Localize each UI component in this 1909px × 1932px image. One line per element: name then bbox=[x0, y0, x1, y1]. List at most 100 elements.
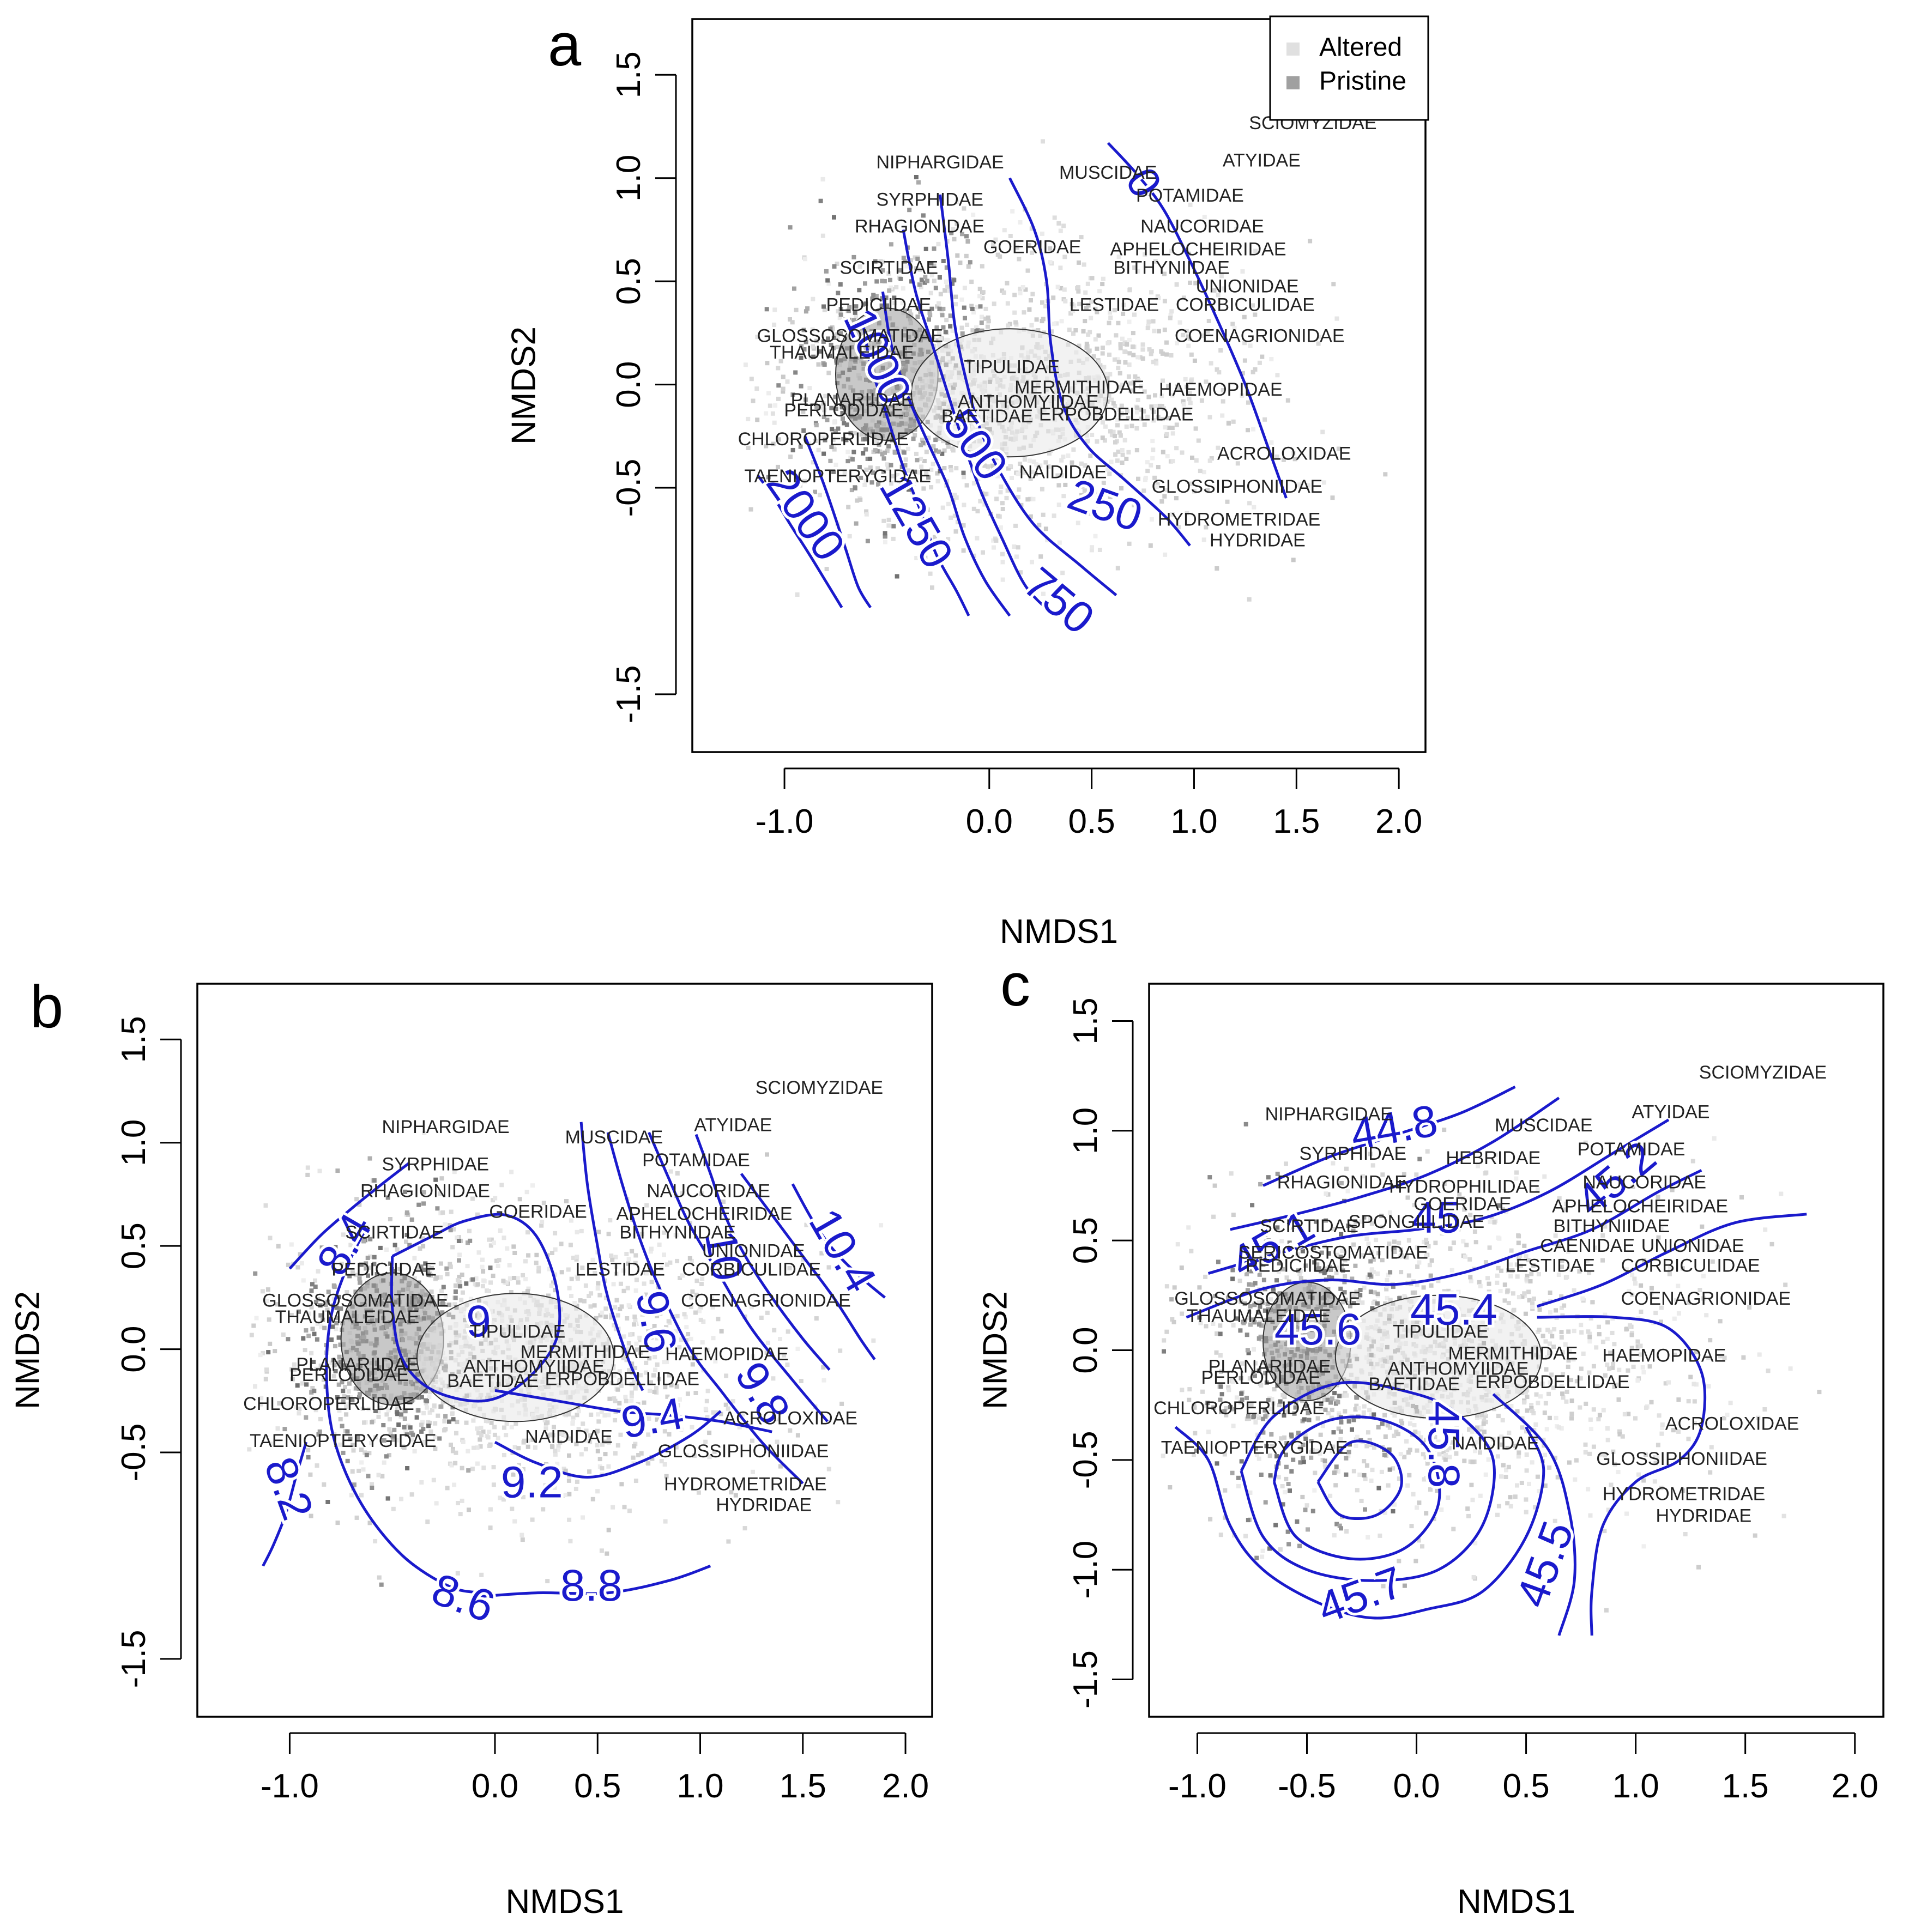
pristine-site-point bbox=[339, 1306, 343, 1311]
altered-site-point bbox=[1116, 407, 1121, 412]
altered-site-point bbox=[1489, 1215, 1494, 1220]
altered-site-point bbox=[433, 1446, 438, 1451]
altered-site-point bbox=[909, 258, 913, 263]
altered-site-point bbox=[504, 1280, 509, 1285]
altered-site-point bbox=[1564, 1399, 1569, 1404]
y-tick-label: 1.5 bbox=[115, 1016, 153, 1063]
altered-site-point bbox=[569, 1218, 573, 1223]
altered-site-point bbox=[650, 1328, 655, 1333]
altered-site-point bbox=[1563, 1201, 1568, 1206]
altered-site-point bbox=[653, 1367, 657, 1372]
altered-site-point bbox=[502, 1235, 506, 1240]
altered-site-point bbox=[460, 1290, 465, 1295]
altered-site-point bbox=[1141, 488, 1146, 493]
altered-site-point bbox=[1531, 1411, 1536, 1415]
altered-site-point bbox=[1136, 378, 1141, 383]
altered-site-point bbox=[269, 1442, 274, 1446]
altered-site-point bbox=[1435, 1447, 1440, 1452]
pristine-site-point bbox=[874, 294, 879, 299]
altered-site-point bbox=[1354, 1289, 1359, 1294]
altered-site-point bbox=[971, 506, 976, 511]
contour-line bbox=[902, 229, 1056, 617]
altered-site-point bbox=[699, 1191, 704, 1196]
altered-site-point bbox=[1487, 1245, 1492, 1250]
altered-site-point bbox=[494, 1258, 499, 1263]
pristine-site-point bbox=[859, 475, 863, 480]
altered-site-point bbox=[1339, 1263, 1344, 1268]
altered-site-point bbox=[1128, 388, 1133, 393]
altered-site-point bbox=[759, 1316, 764, 1320]
altered-site-point bbox=[488, 1243, 493, 1248]
altered-site-point bbox=[1139, 416, 1144, 421]
pristine-site-point bbox=[392, 1427, 397, 1432]
altered-site-point bbox=[1088, 453, 1093, 458]
altered-site-point bbox=[1383, 1301, 1388, 1306]
altered-site-point bbox=[897, 479, 902, 483]
pristine-site-point bbox=[336, 1382, 341, 1387]
altered-site-point bbox=[448, 1264, 453, 1269]
altered-site-point bbox=[1696, 1565, 1701, 1570]
pristine-site-point bbox=[347, 1274, 352, 1279]
altered-site-point bbox=[292, 1367, 297, 1372]
altered-site-point bbox=[1781, 1513, 1786, 1518]
altered-site-point bbox=[1256, 1456, 1261, 1461]
altered-site-point bbox=[425, 1405, 430, 1410]
altered-site-point bbox=[1451, 1240, 1456, 1245]
altered-site-point bbox=[1372, 1445, 1376, 1450]
pristine-site-point bbox=[903, 308, 907, 313]
altered-site-point bbox=[1422, 1477, 1427, 1482]
taxon-label: LESTIDAE bbox=[1070, 295, 1159, 316]
pristine-site-point bbox=[891, 524, 896, 529]
altered-site-point bbox=[1492, 1220, 1497, 1225]
altered-site-point bbox=[1605, 1362, 1610, 1367]
altered-site-point bbox=[1135, 410, 1139, 415]
pristine-site-point bbox=[297, 1309, 301, 1314]
altered-site-point bbox=[687, 1256, 692, 1261]
altered-site-point bbox=[974, 464, 978, 469]
pristine-site-point bbox=[318, 1313, 323, 1318]
contour-line bbox=[262, 1442, 307, 1567]
pristine-site-point bbox=[828, 458, 833, 463]
altered-site-point bbox=[1131, 353, 1136, 358]
altered-site-point bbox=[1387, 1210, 1392, 1215]
altered-site-point bbox=[334, 1327, 339, 1331]
altered-site-point bbox=[555, 1448, 560, 1452]
altered-site-point bbox=[1577, 1269, 1582, 1274]
pristine-site-point bbox=[358, 1392, 363, 1397]
pristine-site-point bbox=[963, 316, 967, 320]
altered-site-point bbox=[754, 386, 759, 391]
pristine-site-point bbox=[359, 1262, 364, 1267]
altered-site-point bbox=[449, 1443, 453, 1448]
pristine-site-point bbox=[844, 422, 849, 427]
pristine-site-point bbox=[798, 444, 803, 449]
taxon-label: PEDICIIDAE bbox=[826, 295, 932, 316]
taxon-label: PLANARIIDAE bbox=[296, 1354, 419, 1375]
altered-site-point bbox=[1559, 1305, 1564, 1310]
altered-site-point bbox=[1559, 1330, 1564, 1335]
altered-site-point bbox=[452, 1170, 457, 1174]
contour-line bbox=[757, 474, 843, 609]
contour-label: 9 bbox=[466, 1297, 491, 1346]
altered-site-point bbox=[832, 420, 837, 425]
altered-site-point bbox=[1483, 1472, 1488, 1477]
altered-site-point bbox=[1728, 1401, 1733, 1406]
altered-site-point bbox=[627, 1368, 631, 1373]
altered-site-point bbox=[627, 1407, 632, 1412]
altered-site-point bbox=[1666, 1380, 1671, 1385]
altered-site-point bbox=[1174, 282, 1179, 287]
altered-site-point bbox=[515, 1276, 520, 1281]
altered-site-point bbox=[1151, 360, 1156, 365]
altered-site-point bbox=[931, 335, 935, 340]
altered-site-point bbox=[858, 497, 863, 502]
altered-site-point bbox=[1449, 1291, 1454, 1295]
altered-site-point bbox=[1763, 1227, 1768, 1232]
altered-site-point bbox=[1525, 1388, 1530, 1392]
altered-site-point bbox=[826, 552, 831, 556]
altered-site-point bbox=[822, 408, 827, 413]
altered-site-point bbox=[338, 1417, 343, 1422]
altered-site-point bbox=[1030, 250, 1035, 255]
altered-site-point bbox=[1612, 1384, 1617, 1389]
altered-site-point bbox=[521, 1467, 525, 1471]
altered-site-point bbox=[1137, 407, 1142, 412]
altered-site-point bbox=[530, 1183, 535, 1188]
